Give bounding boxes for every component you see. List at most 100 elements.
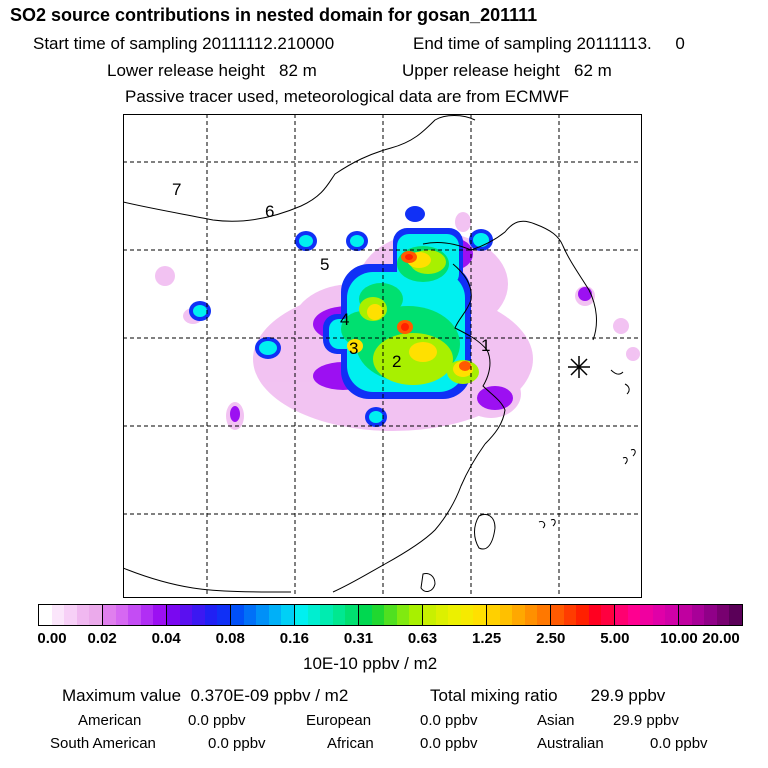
- colorbar-cell: [679, 605, 692, 625]
- colorbar-cell: [217, 605, 230, 625]
- african-value: 0.0 ppbv: [420, 735, 478, 752]
- region-label-7: 7: [172, 180, 182, 199]
- african-label: African: [327, 735, 374, 752]
- colorbar-segment: [359, 605, 423, 625]
- colorbar-segment: [231, 605, 295, 625]
- colorbar-cell: [563, 605, 577, 625]
- colorbar-cell: [512, 605, 525, 625]
- map-canvas: [122, 114, 642, 598]
- colorbar-segment: [103, 605, 167, 625]
- colorbar-cell: [460, 605, 474, 625]
- colorbar-cell: [499, 605, 513, 625]
- colorbar-tick-label: 5.00: [600, 630, 630, 647]
- end-time-label: End time of sampling 20111113. 0: [413, 34, 685, 53]
- colorbar-cell: [103, 605, 116, 625]
- receptor-star-icon: [568, 356, 590, 378]
- colorbar-cell: [192, 605, 205, 625]
- american-value: 0.0 ppbv: [188, 712, 246, 729]
- colorbar-segment: [167, 605, 231, 625]
- maximum-value: Maximum value 0.370E-09 ppbv / m2: [62, 686, 349, 705]
- colorbar-cell: [89, 605, 102, 625]
- colorbar-cell: [435, 605, 449, 625]
- colorbar-cell: [243, 605, 257, 625]
- colorbar-segment: [295, 605, 359, 625]
- colorbar-cell: [281, 605, 294, 625]
- asian-value: 29.9 ppbv: [613, 712, 679, 729]
- colorbar-cell: [179, 605, 193, 625]
- colorbar-cell: [537, 605, 550, 625]
- colorbar-cell: [704, 605, 717, 625]
- colorbar-cell: [665, 605, 678, 625]
- colorbar-cell: [615, 605, 628, 625]
- region-label-2: 2: [392, 352, 402, 371]
- region-label-1: 1: [481, 336, 491, 355]
- colorbar-cell: [473, 605, 486, 625]
- colorbar-cell: [320, 605, 333, 625]
- colorbar-cell: [384, 605, 397, 625]
- colorbar-segment: [551, 605, 615, 625]
- lower-release-height-label: Lower release height 82 m: [107, 61, 317, 80]
- colorbar-cell: [76, 605, 90, 625]
- colorbar-tick-label: 0.02: [87, 630, 117, 647]
- colorbar-cell: [64, 605, 77, 625]
- colorbar-cell: [371, 605, 385, 625]
- concentration-plume: [155, 206, 640, 431]
- colorbar-cell: [167, 605, 180, 625]
- start-time-label: Start time of sampling 20111112.210000: [33, 34, 335, 53]
- colorbar-tick-label: 0.16: [279, 630, 309, 647]
- colorbar-cell: [551, 605, 564, 625]
- colorbar-segment: [487, 605, 551, 625]
- colorbar-cell: [396, 605, 410, 625]
- colorbar-segment: [679, 605, 742, 625]
- asian-label: Asian: [537, 712, 575, 729]
- colorbar-cell: [140, 605, 154, 625]
- colorbar-cell: [448, 605, 461, 625]
- european-label: European: [306, 712, 372, 729]
- colorbar-cell: [295, 605, 308, 625]
- colorbar-tick-label: 0.08: [215, 630, 245, 647]
- region-label-3: 3: [349, 339, 359, 358]
- colorbar-tick-label: 10.00: [660, 630, 698, 647]
- colorbar-cell: [359, 605, 372, 625]
- map-panel: 7 6 5 4 3 2 1: [122, 114, 642, 598]
- colorbar-cell: [423, 605, 436, 625]
- region-label-4: 4: [340, 310, 350, 329]
- colorbar-cell: [51, 605, 65, 625]
- colorbar-cell: [268, 605, 282, 625]
- colorbar-cell: [307, 605, 321, 625]
- south-american-label: South American: [50, 735, 156, 752]
- total-mixing-ratio: Total mixing ratio 29.9 ppbv: [430, 686, 666, 705]
- colorbar-cell: [39, 605, 52, 625]
- colorbar-tick-label: 0.04: [151, 630, 181, 647]
- colorbar-tick-label: 2.50: [536, 630, 566, 647]
- colorbar-cell: [627, 605, 641, 625]
- american-label: American: [78, 712, 142, 729]
- colorbar: [38, 604, 743, 626]
- colorbar-cell: [652, 605, 666, 625]
- colorbar-cell: [128, 605, 141, 625]
- page-title: SO2 source contributions in nested domai…: [10, 5, 538, 25]
- colorbar-cell: [409, 605, 422, 625]
- colorbar-tick-label: 0.63: [407, 630, 438, 647]
- colorbar-cell: [204, 605, 218, 625]
- colorbar-cell: [576, 605, 589, 625]
- colorbar-cell: [487, 605, 500, 625]
- colorbar-segment: [615, 605, 679, 625]
- region-label-6: 6: [265, 202, 275, 221]
- region-label-5: 5: [320, 255, 330, 274]
- colorbar-cell: [345, 605, 358, 625]
- colorbar-tick-label: 20.00: [702, 630, 740, 647]
- australian-label: Australian: [537, 735, 604, 752]
- colorbar-cell: [332, 605, 346, 625]
- colorbar-cell: [729, 605, 742, 625]
- colorbar-tick-label: 1.25: [472, 630, 502, 647]
- colorbar-tick-label: 0.31: [343, 630, 374, 647]
- coastlines: [122, 115, 636, 593]
- australian-value: 0.0 ppbv: [650, 735, 708, 752]
- european-value: 0.0 ppbv: [420, 712, 478, 729]
- colorbar-tick-label: 0.00: [37, 630, 67, 647]
- tracer-info-label: Passive tracer used, meteorological data…: [125, 87, 570, 106]
- colorbar-cell: [153, 605, 166, 625]
- colorbar-cell: [691, 605, 705, 625]
- colorbar-cell: [716, 605, 730, 625]
